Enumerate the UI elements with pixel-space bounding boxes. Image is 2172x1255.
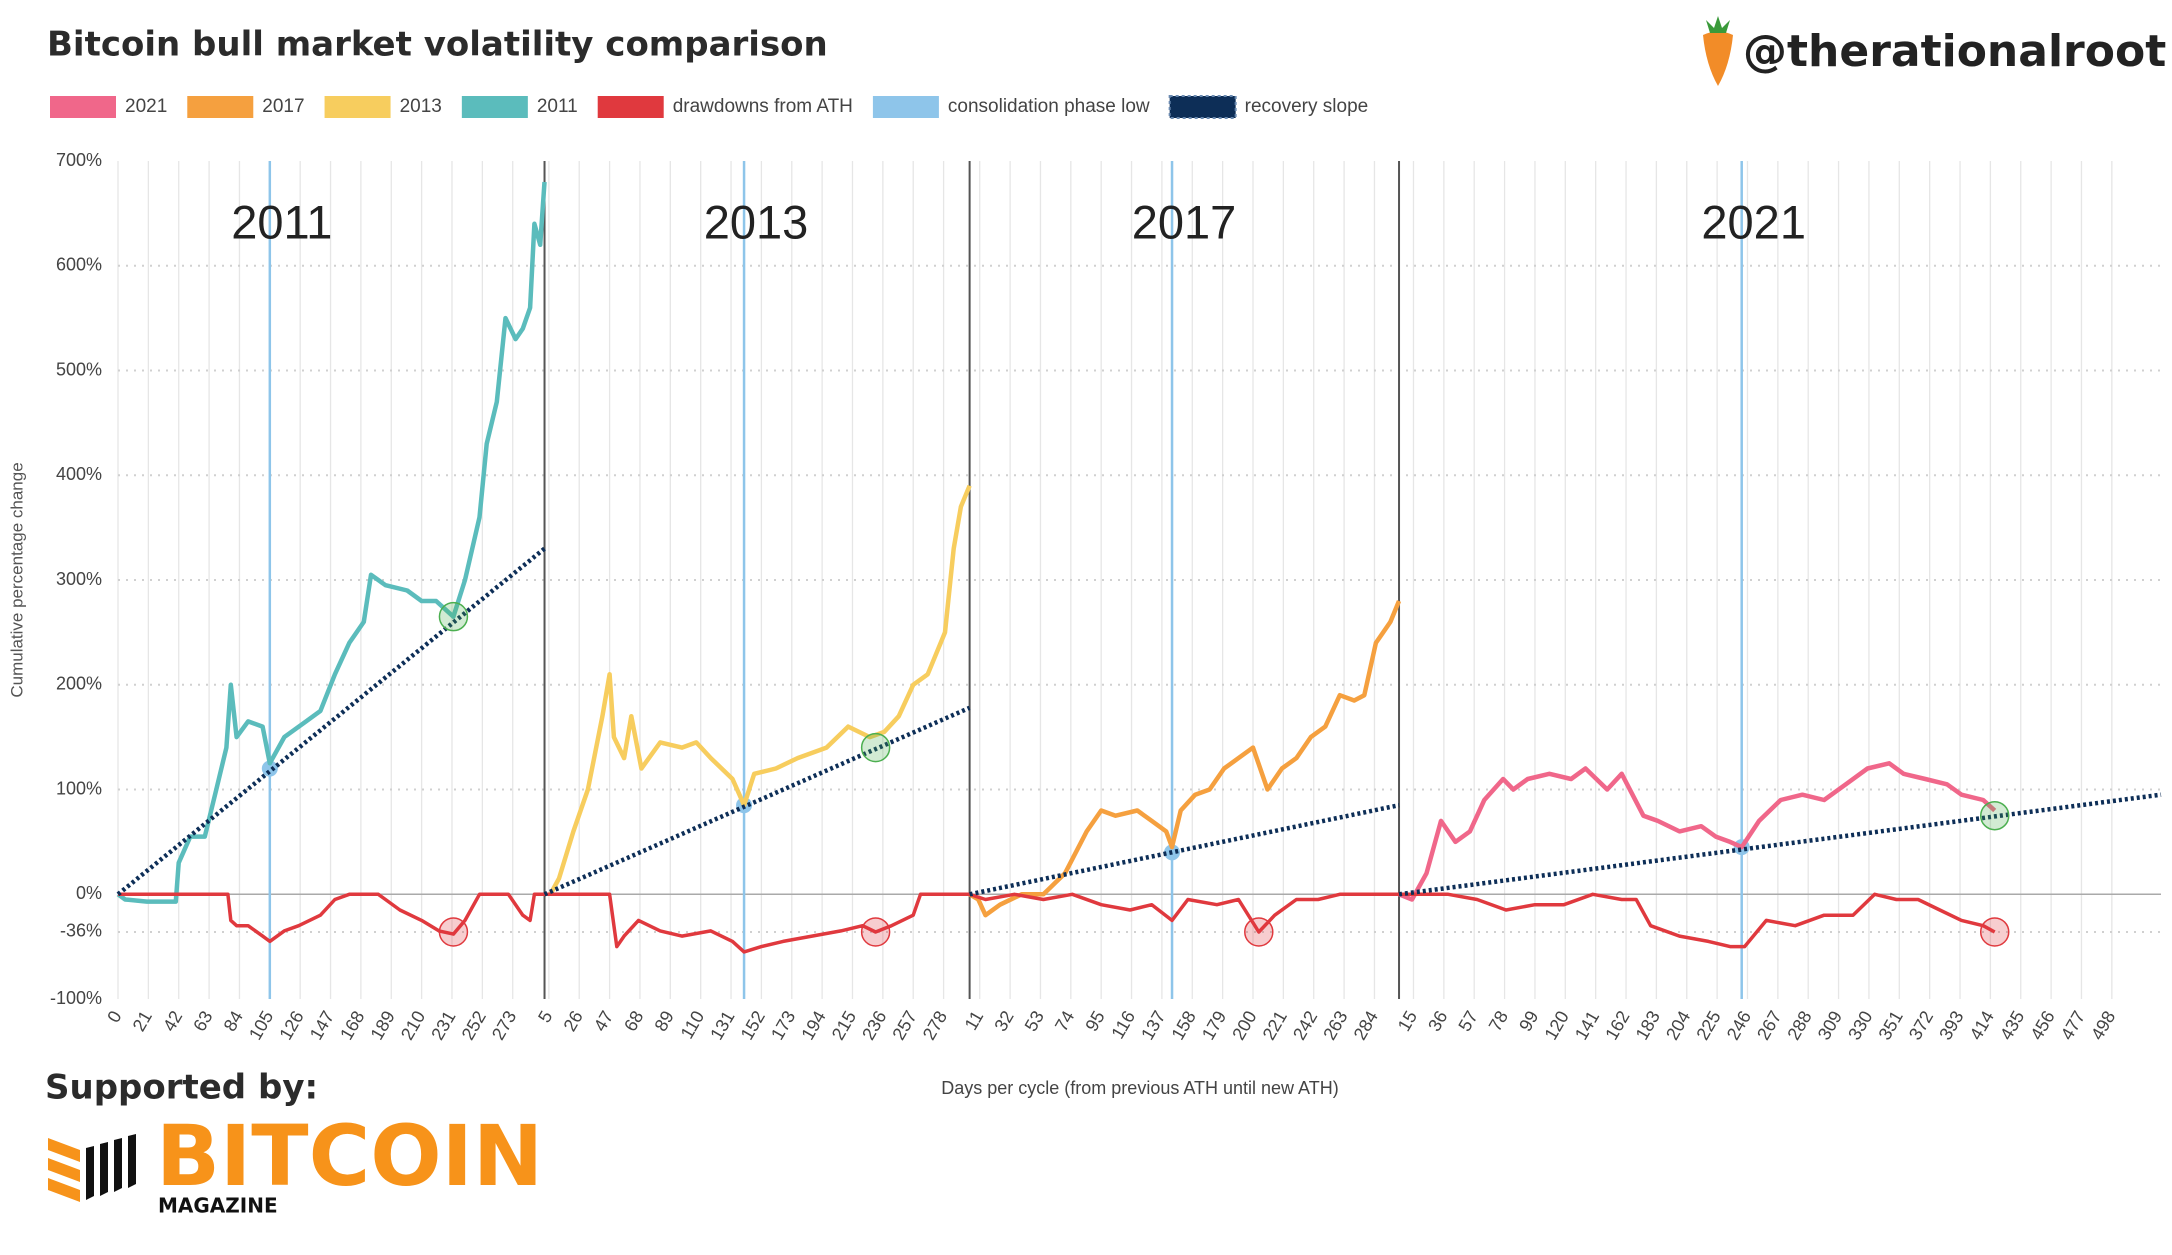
bitcoin-magazine-logo: BITCOIN MAGAZINE xyxy=(48,1107,543,1218)
series-line xyxy=(968,600,1402,918)
series-line xyxy=(118,892,1996,954)
legend-label: recovery slope xyxy=(1245,96,1369,117)
recovery-point xyxy=(438,601,469,632)
y-tick-label: -36% xyxy=(60,921,102,941)
legend-label: 2013 xyxy=(400,96,442,117)
legend-swatch xyxy=(1168,95,1237,119)
recovery-point xyxy=(1979,800,2010,831)
legend-swatch xyxy=(461,96,528,118)
drawdown-point xyxy=(860,917,891,947)
legend-label: drawdowns from ATH xyxy=(673,96,853,117)
legend-item: 2021 xyxy=(50,96,167,118)
legend-item: 2017 xyxy=(187,96,305,118)
drawdown-point xyxy=(438,917,469,947)
series-line xyxy=(548,484,972,896)
y-axis-title: Cumulative percentage change xyxy=(7,462,26,697)
logo-subtext: MAGAZINE xyxy=(158,1194,278,1218)
y-tick-label: 500% xyxy=(56,359,102,379)
chart-title: Bitcoin bull market volatility compariso… xyxy=(47,25,828,65)
legend-swatch xyxy=(597,96,664,118)
panel-label: 2011 xyxy=(231,195,332,248)
legend-swatch xyxy=(187,96,254,118)
legend-item: consolidation phase low xyxy=(872,96,1150,118)
legend-label: 2017 xyxy=(262,96,304,117)
legend-item: recovery slope xyxy=(1168,95,1369,119)
y-tick-label: 0% xyxy=(76,883,102,903)
drawdown-point xyxy=(1244,917,1274,947)
legend-label: 2011 xyxy=(537,96,578,117)
y-tick-label: 600% xyxy=(56,255,102,275)
y-tick-label: 400% xyxy=(56,464,102,484)
legend-swatch xyxy=(50,96,116,118)
handle: @therationalroot xyxy=(1743,26,2166,77)
series-line xyxy=(116,181,547,904)
panel-label: 2021 xyxy=(1701,195,1806,248)
legend-item: drawdowns from ATH xyxy=(597,96,853,118)
y-tick-label: 700% xyxy=(56,150,102,170)
panel-label: 2013 xyxy=(704,195,809,248)
consolidation-point xyxy=(261,760,278,777)
legend-swatch xyxy=(872,96,939,118)
y-tick-label: 300% xyxy=(56,569,102,589)
legend-label: consolidation phase low xyxy=(948,96,1150,117)
logo-text: BITCOIN xyxy=(156,1107,543,1205)
y-tick-label: 100% xyxy=(56,778,102,798)
x-axis-title: Days per cycle (from previous ATH until … xyxy=(941,1078,1338,1098)
series-line xyxy=(1398,761,1997,902)
y-tick-label: -100% xyxy=(50,988,102,1008)
drawdown-point xyxy=(1979,917,2010,947)
legend-item: 2011 xyxy=(461,96,578,118)
legend-swatch xyxy=(324,96,391,118)
legend-item: 2013 xyxy=(324,96,442,118)
supported-by: Supported by: xyxy=(45,1068,318,1108)
recovery-point xyxy=(860,732,891,763)
legend-label: 2021 xyxy=(125,96,167,117)
panel-label: 2017 xyxy=(1132,195,1237,248)
y-tick-label: 200% xyxy=(56,674,102,694)
carrot-icon xyxy=(1703,16,1733,86)
